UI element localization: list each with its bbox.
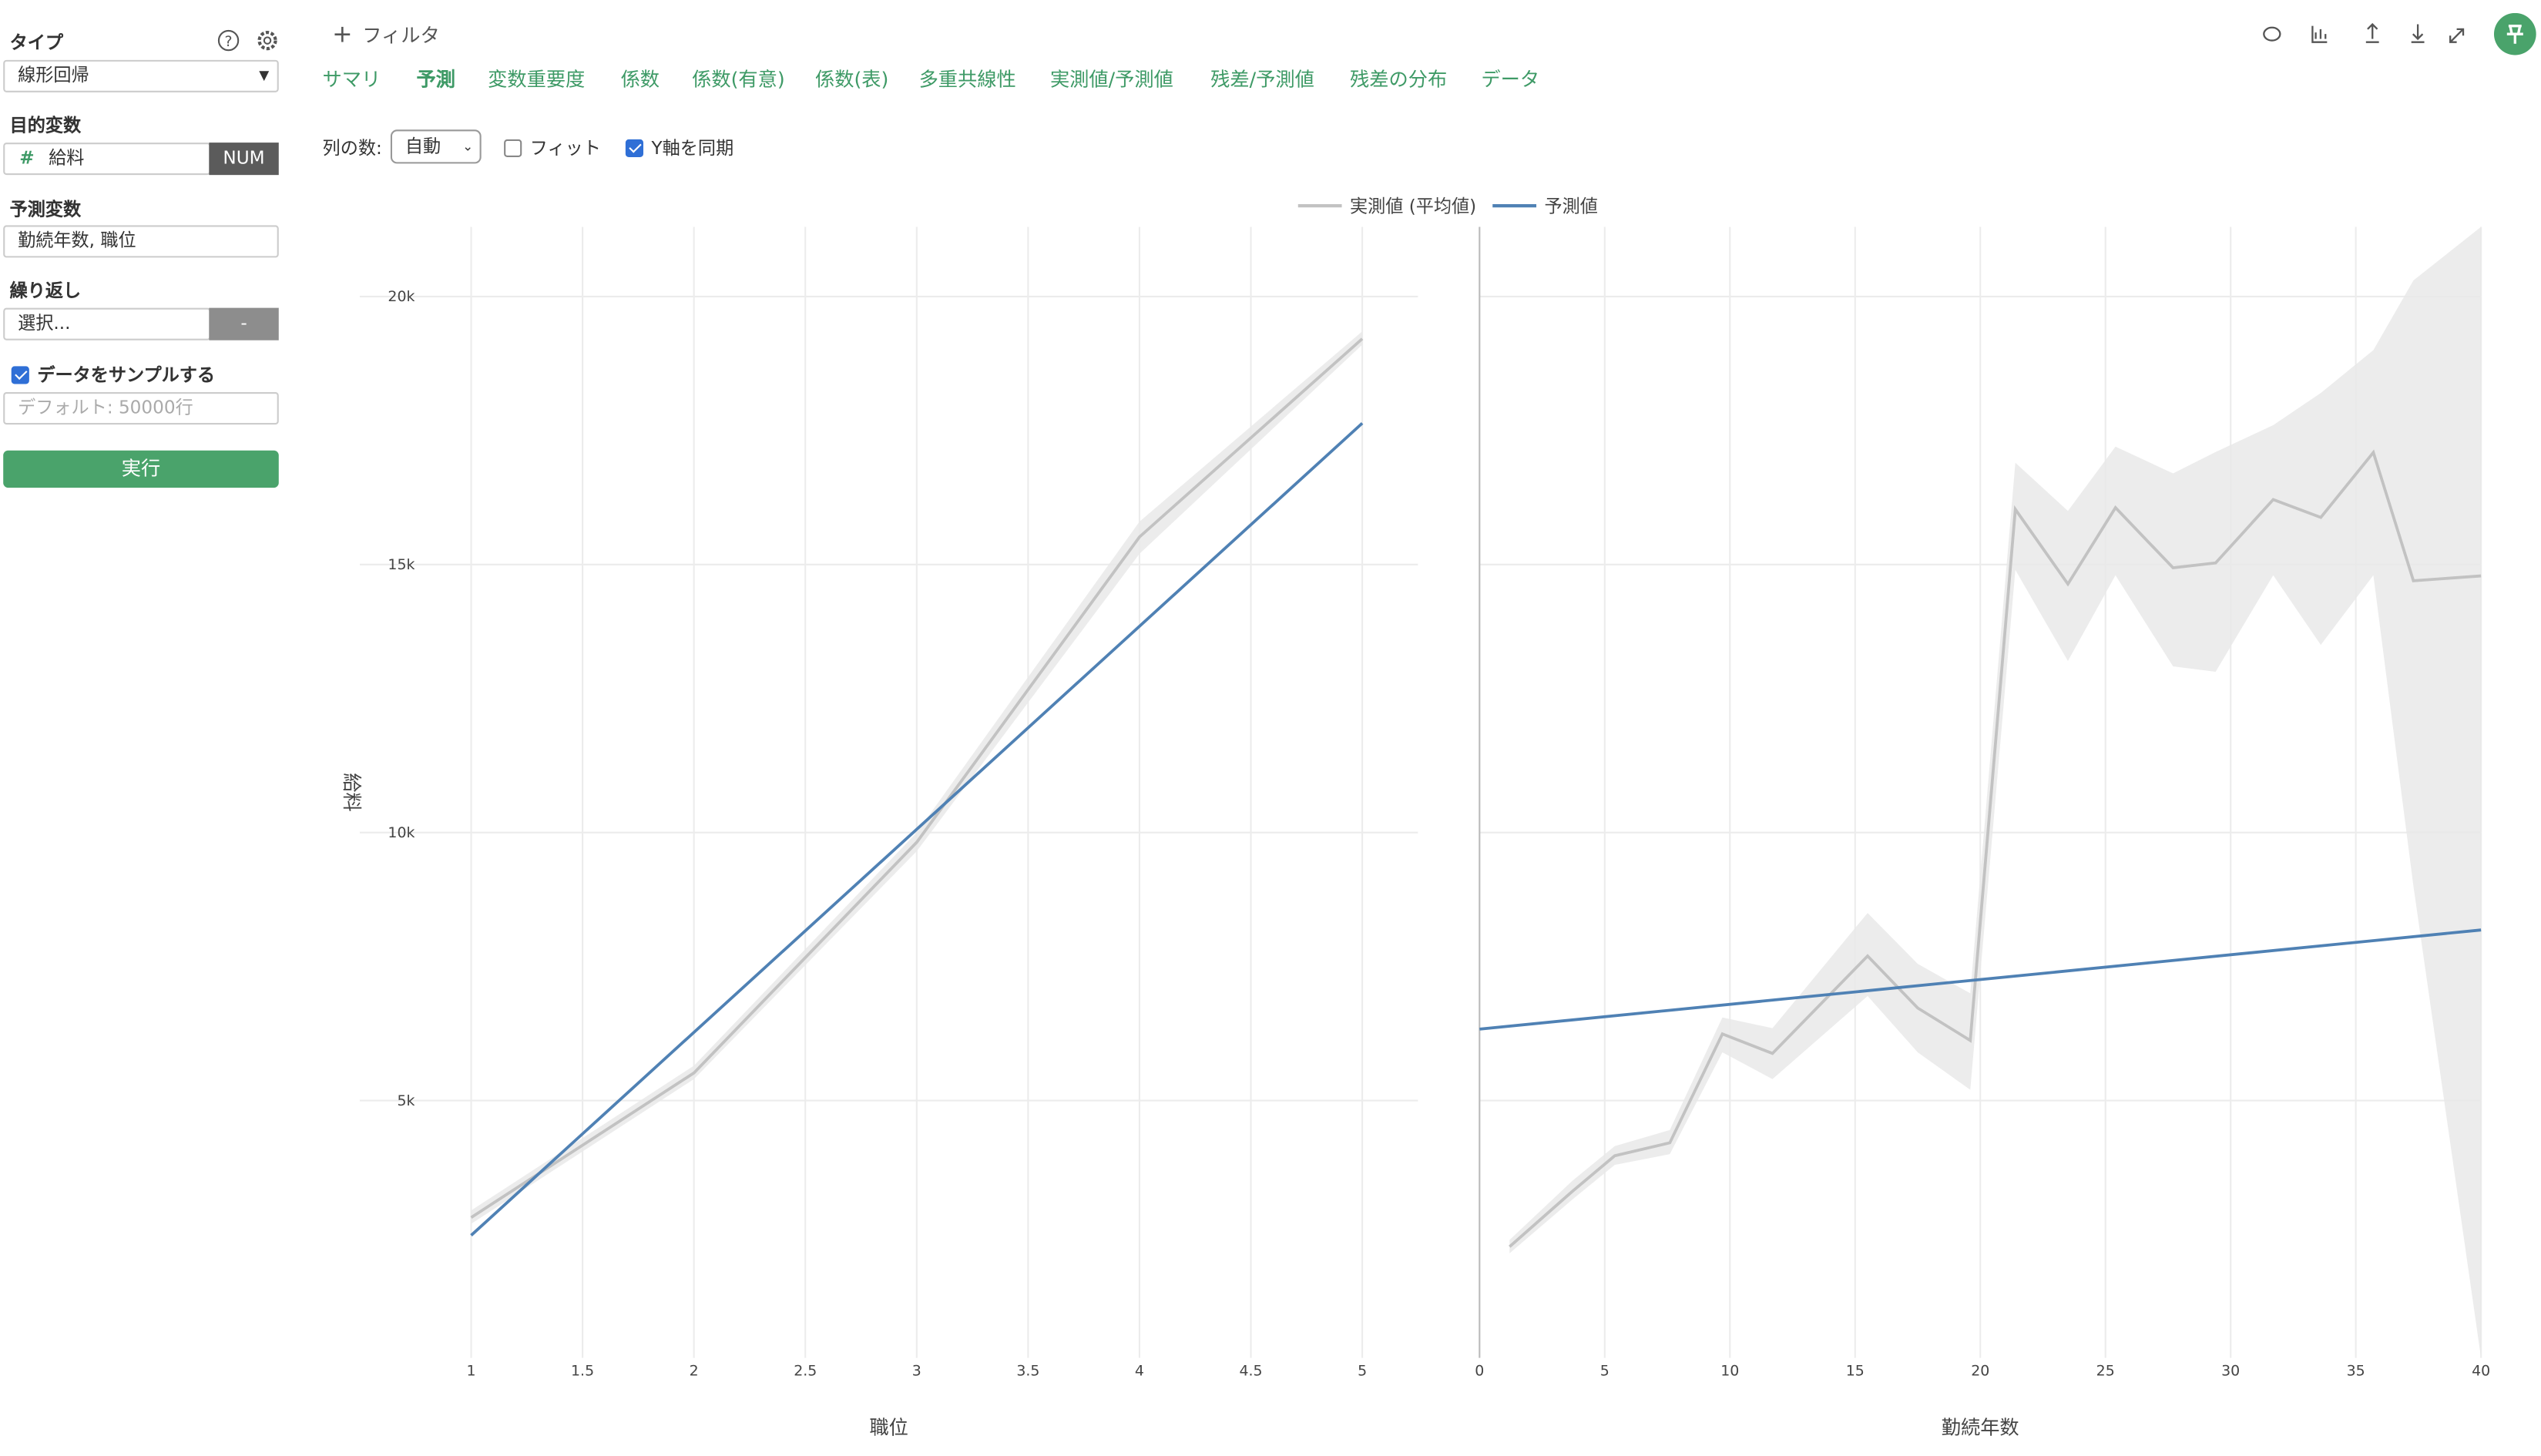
x-tick-label: 4	[1135, 1363, 1144, 1380]
tab[interactable]: 残差の分布	[1350, 68, 1448, 91]
run-button[interactable]: 実行	[3, 450, 279, 488]
type-select[interactable]: 線形回帰 ▼	[3, 59, 279, 92]
x-tick-label: 5	[1358, 1363, 1367, 1380]
repeat-button[interactable]: -	[209, 307, 279, 341]
x-tick-label: 15	[1846, 1363, 1865, 1380]
sample-input[interactable]: デフォルト: 50000行	[3, 391, 279, 425]
x-tick-label: 40	[2472, 1363, 2490, 1380]
tab[interactable]: 予測	[416, 68, 456, 91]
y-axis-title: 給料	[341, 773, 363, 811]
tab[interactable]: 係数(表)	[814, 68, 889, 91]
label: タイプ	[9, 32, 64, 54]
repeat-select[interactable]: 選択...	[3, 307, 211, 341]
line	[1509, 449, 2482, 1248]
columns-select[interactable]: 自動 ⌄	[390, 129, 482, 164]
x-tick-label: 5	[1600, 1363, 1610, 1380]
value: 自動	[404, 136, 441, 158]
tab[interactable]: サマリ	[322, 68, 381, 91]
x-tick-label: 30	[2221, 1363, 2240, 1380]
x-axis-title: 職位	[869, 1416, 908, 1438]
tab[interactable]: 残差/予測値	[1210, 68, 1314, 91]
columns-label: 列の数:	[322, 137, 382, 159]
checkbox[interactable]	[11, 366, 29, 384]
label: 予測変数	[9, 199, 82, 221]
filter-button[interactable]: + フィルタ	[332, 19, 440, 49]
x-axis-title: 勤続年数	[1942, 1416, 2019, 1438]
y-tick-label: 15k	[388, 556, 415, 573]
label: フィット	[529, 137, 601, 159]
predictors-input[interactable]: 勤続年数, 職位	[3, 225, 279, 258]
toolbar-icons[interactable]	[2253, 12, 2541, 55]
label: 繰り返し	[9, 280, 82, 302]
value: 給料	[49, 147, 85, 169]
x-tick-label: 3	[912, 1363, 921, 1380]
label: 目的変数	[9, 115, 82, 136]
y-tick-label: 20k	[388, 288, 415, 305]
y-tick-label: 10k	[388, 824, 415, 841]
label: Y軸を同期	[651, 137, 734, 159]
tab[interactable]: 係数	[620, 68, 660, 91]
value: 線形回帰	[18, 65, 89, 86]
x-tick-label: 0	[1475, 1363, 1484, 1380]
fit-option[interactable]: フィット	[504, 135, 601, 161]
line	[470, 337, 1364, 1219]
x-tick-label: 1	[466, 1363, 475, 1380]
x-tick-label: 2.5	[794, 1363, 817, 1380]
x-tick-label: 35	[2347, 1363, 2365, 1380]
x-tick-label: 20	[1971, 1363, 1989, 1380]
icons[interactable]: ?	[217, 28, 282, 54]
tab[interactable]: 多重共線性	[918, 68, 1016, 91]
tab[interactable]: 変数重要度	[488, 68, 586, 91]
tab[interactable]: 実測値/予測値	[1049, 68, 1173, 91]
error-band	[1509, 226, 2482, 1358]
sample-option[interactable]: データをサンプルする	[11, 361, 216, 387]
checkbox[interactable]	[504, 139, 522, 158]
y-tick-label: 5k	[397, 1092, 415, 1109]
line	[1479, 928, 2482, 1031]
x-tick-label: 10	[1720, 1363, 1739, 1380]
label: データをサンプルする	[37, 364, 216, 386]
kind: NUM	[209, 143, 279, 176]
x-tick-label: 1.5	[571, 1363, 594, 1380]
x-tick-label: 4.5	[1239, 1363, 1262, 1380]
line	[470, 421, 1364, 1236]
legend-label: 実測値 (平均値)	[1350, 197, 1476, 217]
sync-option[interactable]: Y軸を同期	[625, 135, 734, 161]
x-tick-label: 2	[690, 1363, 699, 1380]
label: フィルタ	[362, 24, 440, 47]
target-input[interactable]: # 給料	[3, 143, 211, 176]
checkbox[interactable]	[625, 139, 644, 158]
legend-label: 予測値	[1545, 197, 1598, 217]
svg-text:?: ?	[225, 33, 233, 50]
error-band	[471, 331, 1363, 1224]
x-tick-label: 3.5	[1016, 1363, 1039, 1380]
tab[interactable]: データ	[1481, 68, 1540, 91]
x-tick-label: 25	[2096, 1363, 2115, 1380]
tab[interactable]: 係数(有意)	[692, 68, 785, 91]
